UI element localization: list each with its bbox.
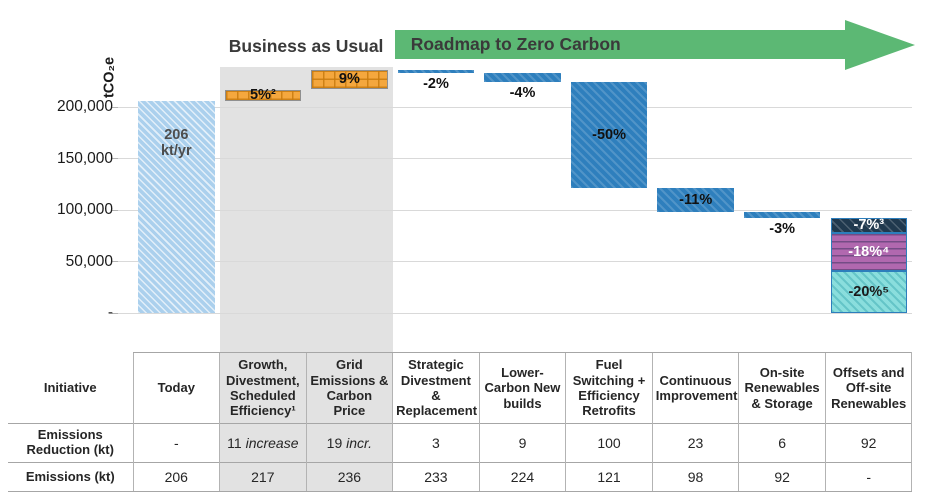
business-as-usual-title: Business as Usual — [228, 36, 384, 56]
table-header-cell: On-site Renewables & Storage — [738, 352, 826, 424]
bar-label-lower-carbon-builds: -4% — [509, 85, 536, 102]
table-emissions-cell: 236 — [305, 462, 393, 492]
bar-offsets-18pct: -18%⁴ — [830, 233, 908, 272]
table-header-cell: Offsets and Off-site Renewables — [824, 352, 913, 424]
bar-label-offsets-18pct: -18%⁴ — [848, 243, 890, 260]
y-axis-tick — [112, 261, 118, 262]
bar-growth-divestment: 5%² — [224, 86, 302, 103]
bar-offsets-20pct: -20%⁵ — [830, 271, 908, 313]
table-reduction-cell: - — [132, 423, 220, 463]
roadmap-arrow-head-icon — [845, 19, 915, 70]
table-emissions-cell: 92 — [738, 462, 826, 492]
table-emissions-cell: 121 — [565, 462, 653, 492]
table-header-cell: Lower-Carbon New builds — [478, 352, 566, 424]
bar-label-fuel-switching: -50% — [592, 127, 627, 143]
y-tick-label: - — [107, 304, 113, 321]
y-axis-tick — [112, 158, 118, 159]
table-emissions-row: Emissions (kt) 206 217 236 233 224 121 98 92- — [8, 462, 913, 492]
table-reduction-cell: 11 increase — [219, 423, 307, 463]
bar-grid-emissions: 9% — [311, 69, 388, 90]
gridline — [118, 209, 912, 211]
bar-strategic-divestment — [397, 69, 475, 73]
table-emissions-cell: 206 — [132, 462, 220, 492]
y-tick-label: 100,000 — [56, 201, 113, 218]
bar-continuous-improvement: -11% — [657, 188, 734, 213]
table-header-cell: Grid Emissions & Carbon Price — [305, 352, 393, 424]
bar-label-growth-divestment: 5%² — [249, 86, 276, 103]
y-tick-label: 150,000 — [56, 149, 113, 167]
table-header-cell: Today — [132, 352, 220, 424]
bar-label-offsets-20pct: -20%⁵ — [848, 283, 890, 300]
table-header-cell: Strategic Divestment & Replacement — [392, 352, 480, 424]
table-reduction-cell: 6 — [738, 423, 826, 463]
table-header-cell: Continuous Improvement — [651, 352, 739, 424]
table-reduction-cell: 92 — [824, 423, 913, 463]
bar-onsite-renewables — [743, 212, 821, 219]
gridline — [118, 106, 912, 108]
bar-label-continuous-improvement: -11% — [679, 191, 713, 208]
bar-label-onsite-renewables: -3% — [769, 221, 796, 238]
bar-label-offsets-7pct: -7%³ — [853, 217, 885, 234]
row-label-emissions-reduction: Emissions Reduction (kt) — [8, 423, 133, 463]
roadmap-arrow-label: Roadmap to Zero Carbon — [410, 34, 621, 54]
bar-label-grid-emissions: 9% — [338, 71, 360, 88]
table-reduction-cell: 100 — [565, 423, 653, 463]
row-label-emissions: Emissions (kt) — [8, 462, 133, 492]
table-emissions-cell: 233 — [392, 462, 480, 492]
y-axis-tick — [112, 209, 118, 211]
table-reduction-cell: 9 — [478, 423, 566, 463]
y-tick-label: 50,000 — [65, 252, 113, 270]
initiative-table: Initiative Today Growth, Divestment, Sche… — [8, 352, 913, 492]
table-emissions-cell: 98 — [651, 462, 739, 492]
table-header-cell: Growth, Divestment, Scheduled Efficiency… — [219, 352, 307, 424]
bar-label-today: 206 kt/yr — [160, 126, 192, 160]
y-axis-tick — [112, 106, 118, 108]
table-emissions-cell: 224 — [478, 462, 566, 492]
table-header-row: Initiative Today Growth, Divestment, Sche… — [8, 352, 913, 424]
gridline — [118, 261, 912, 262]
roadmap-arrow: Roadmap to Zero Carbon — [394, 30, 845, 59]
bar-lower-carbon-builds — [484, 73, 561, 83]
table-reduction-cell: 19 incr. — [305, 423, 393, 463]
row-label-initiative: Initiative — [43, 380, 97, 396]
y-tick-label: 200,000 — [56, 98, 113, 115]
gridline — [118, 312, 912, 314]
table-emissions-cell: 217 — [219, 462, 307, 492]
table-reduction-cell: 3 — [392, 423, 480, 463]
bar-today: 206 kt/yr — [138, 100, 215, 313]
bar-label-strategic-divestment: -2% — [423, 76, 449, 92]
bar-fuel-switching: -50% — [570, 82, 648, 189]
bar-offsets-7pct: -7%³ — [830, 217, 908, 234]
table-emissions-cell: - — [824, 462, 913, 492]
table-header-cell: Fuel Switching + Efficiency Retrofits — [565, 352, 653, 424]
y-axis-tick — [112, 312, 118, 314]
table-reduction-cell: 23 — [651, 423, 739, 463]
table-reduction-row: Emissions Reduction (kt) -11 increase 19 … — [8, 423, 913, 463]
gridline — [118, 158, 912, 159]
